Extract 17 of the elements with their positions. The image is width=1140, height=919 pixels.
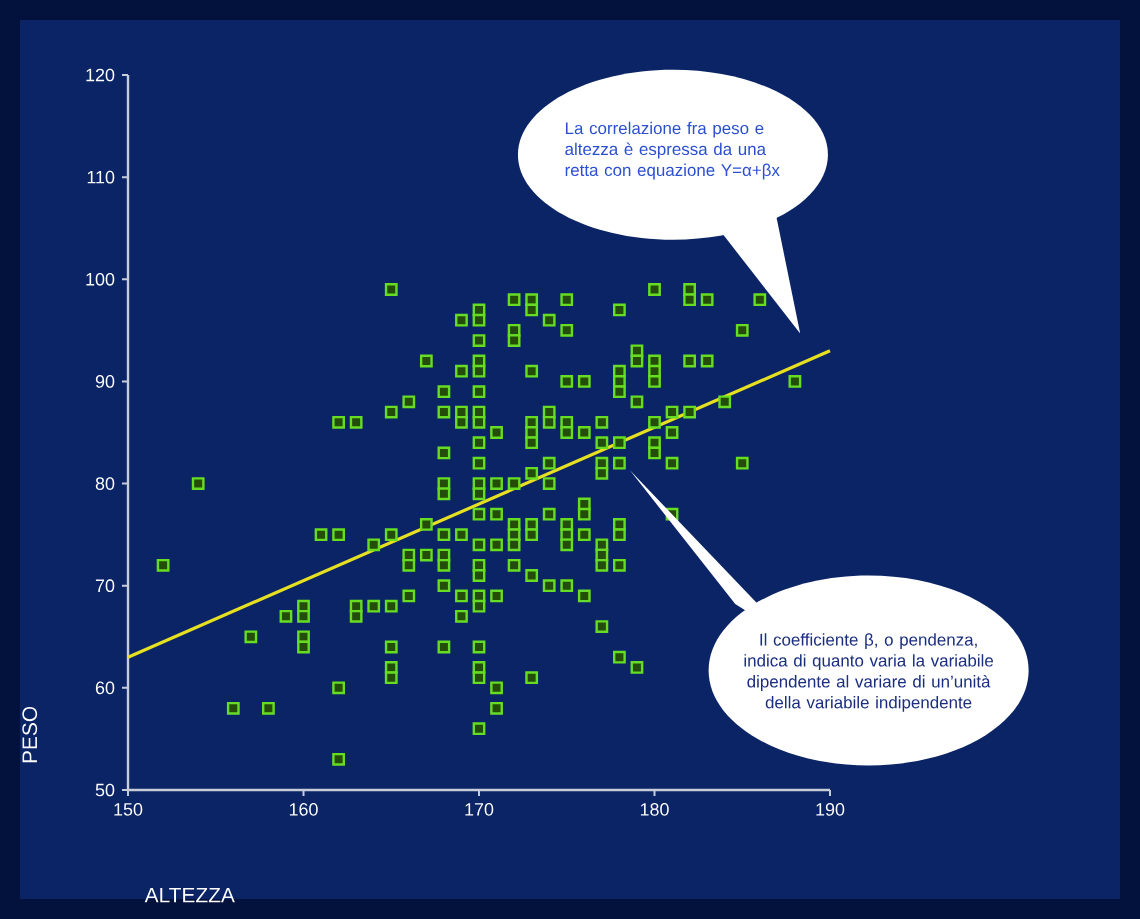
x-tick-label: 180 [640, 803, 669, 816]
x-tick-label: 170 [465, 803, 494, 816]
y-tick-label: 70 [95, 579, 115, 593]
x-axis-title: ALTEZZA [144, 887, 235, 903]
y-axis-title: PESO [22, 706, 38, 763]
annotation: La correlazione fra peso e altezza è espressa da una retta con equazione Y=α+βx [565, 121, 780, 180]
y-tick-label: 120 [86, 68, 115, 82]
y-tick-label: 110 [87, 170, 115, 184]
y-tick-label: 50 [95, 783, 115, 797]
y-tick-label: 80 [95, 477, 115, 490]
y-tick-label: 100 [86, 272, 115, 286]
x-tick-label: 190 [816, 803, 845, 816]
y-tick-label: 90 [95, 375, 115, 388]
x-tick-label: 160 [289, 803, 318, 816]
y-tick-label: 60 [95, 681, 115, 695]
x-tick-label: 150 [114, 803, 143, 816]
annotation: Il coefficiente β, o pendenza, indica di quanto varia la variabile dipendente al variare di un’unità della variabile indipendente [744, 633, 993, 712]
